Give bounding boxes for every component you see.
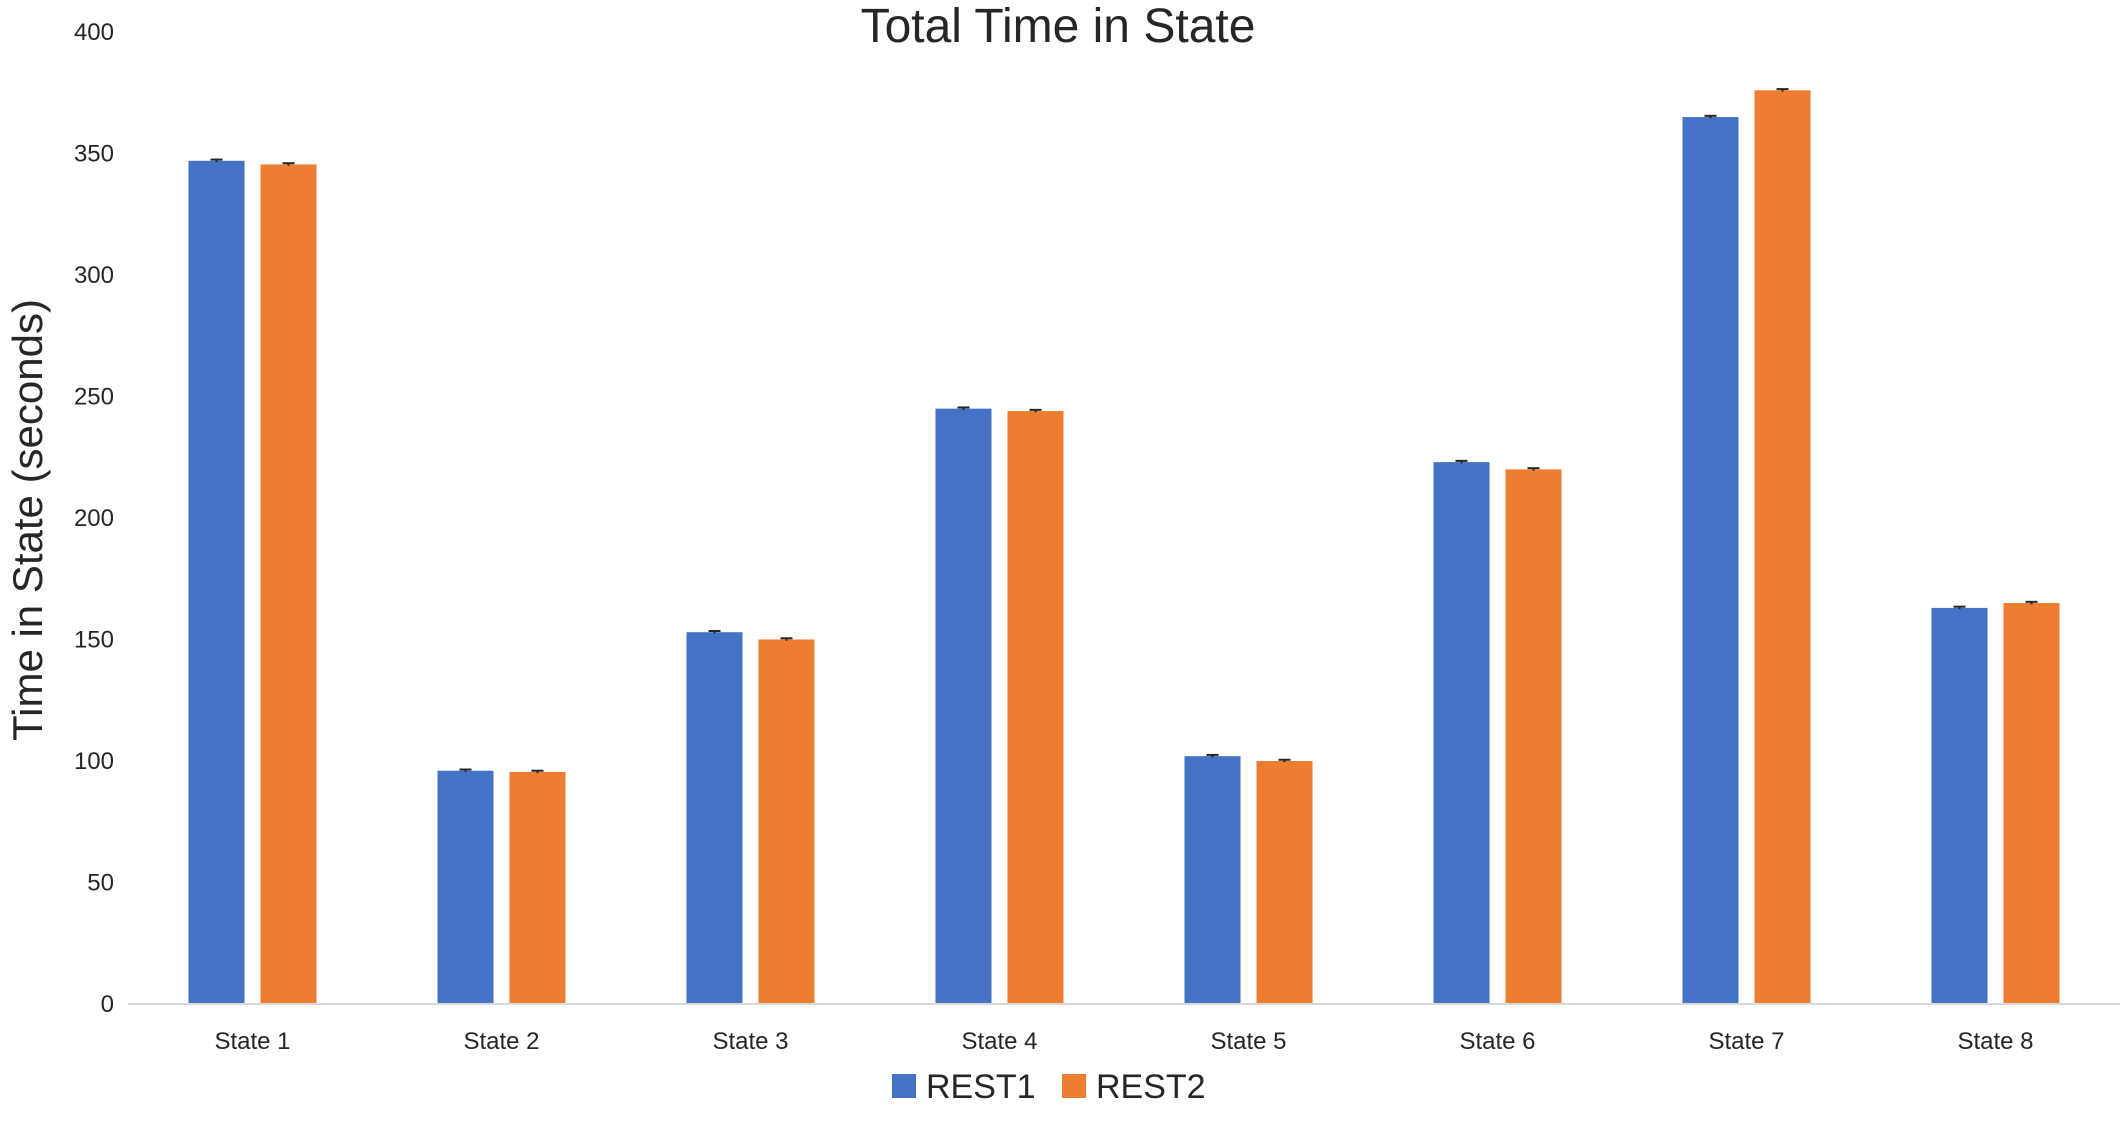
x-axis-labels: State 1 State 2 State 3 State 4 State 5 State…	[214, 1028, 2033, 1055]
chart-title: Total Time in State	[861, 0, 1256, 53]
bar-rest2-state-2	[509, 771, 566, 1004]
x-tick-label: State 7	[1708, 1028, 1784, 1055]
y-tick-label: 400	[74, 19, 114, 46]
bar-rest2-state-3	[758, 639, 815, 1004]
y-axis-ticks: 0 50 100 150 200 250 300 350 400	[74, 19, 114, 1018]
x-tick-label: State 6	[1459, 1028, 1535, 1055]
legend-swatch-rest2	[1062, 1074, 1086, 1098]
bar-rest1-state-5	[1184, 756, 1241, 1004]
y-tick-label: 150	[74, 627, 114, 654]
legend: REST1 REST2	[892, 1068, 1206, 1106]
bar-rest1-state-7	[1682, 117, 1739, 1005]
bar-rest1-state-8	[1931, 607, 1988, 1004]
bar-rest1-state-6	[1433, 462, 1490, 1004]
legend-label-rest2: REST2	[1096, 1068, 1206, 1106]
x-tick-label: State 1	[214, 1028, 290, 1055]
y-tick-label: 200	[74, 505, 114, 532]
bar-rest1-state-4	[935, 408, 992, 1004]
bar-rest1-state-2	[437, 770, 494, 1004]
y-axis-label: Time in State (seconds)	[4, 299, 51, 741]
x-tick-label: State 8	[1957, 1028, 2033, 1055]
x-tick-label: State 5	[1210, 1028, 1286, 1055]
bar-rest1-state-1	[188, 160, 245, 1005]
bar-rest2-state-4	[1007, 411, 1064, 1005]
y-tick-label: 300	[74, 262, 114, 289]
y-tick-label: 0	[101, 991, 114, 1018]
bar-rest2-state-5	[1256, 761, 1313, 1004]
legend-label-rest1: REST1	[926, 1068, 1036, 1106]
bars-group	[188, 88, 2060, 1005]
bar-rest2-state-8	[2003, 603, 2060, 1004]
x-tick-label: State 4	[961, 1028, 1037, 1055]
bar-rest1-state-3	[686, 632, 743, 1004]
y-tick-label: 100	[74, 748, 114, 775]
bar-rest2-state-6	[1505, 469, 1562, 1004]
y-tick-label: 350	[74, 141, 114, 168]
y-tick-label: 250	[74, 384, 114, 411]
x-tick-label: State 3	[712, 1028, 788, 1055]
bar-rest2-state-7	[1754, 90, 1811, 1004]
x-tick-label: State 2	[463, 1028, 539, 1055]
y-tick-label: 50	[87, 870, 114, 897]
bar-rest2-state-1	[260, 164, 317, 1004]
legend-swatch-rest1	[892, 1074, 916, 1098]
